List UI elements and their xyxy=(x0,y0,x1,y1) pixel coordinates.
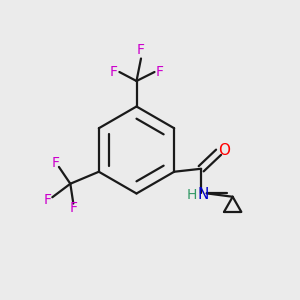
Text: H: H xyxy=(186,188,197,202)
Text: F: F xyxy=(69,201,77,215)
Text: N: N xyxy=(198,187,209,202)
Text: F: F xyxy=(137,43,145,57)
Text: F: F xyxy=(110,65,118,79)
Text: F: F xyxy=(44,193,52,207)
Text: O: O xyxy=(218,143,230,158)
Text: F: F xyxy=(156,65,164,79)
Text: F: F xyxy=(52,156,60,170)
